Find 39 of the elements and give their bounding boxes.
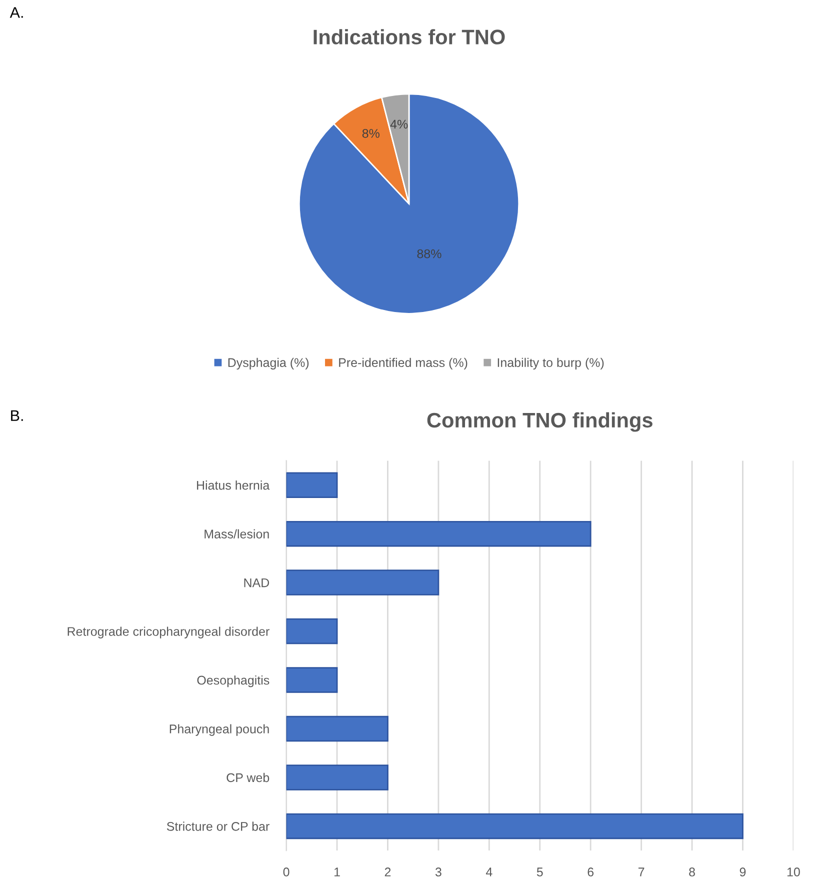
y-tick-label: Mass/lesion <box>204 529 269 538</box>
x-tick-label: 10 <box>787 868 800 876</box>
y-tick-label: CP web <box>226 772 270 782</box>
x-tick-label: 0 <box>283 868 290 876</box>
x-tick-label: 2 <box>384 868 391 876</box>
bar <box>286 716 388 742</box>
x-tick-label: 8 <box>689 868 695 876</box>
y-tick-label: Oesophagitis <box>197 675 270 688</box>
y-tick-label: Hiatus hernia <box>197 480 270 490</box>
pie-slice <box>333 96 410 204</box>
pie-slice <box>298 93 520 314</box>
legend-label: Pre-identified mass (%) <box>339 358 468 370</box>
bar <box>286 618 338 644</box>
bar <box>286 570 440 596</box>
x-tick-label: 3 <box>435 868 442 876</box>
bar <box>286 764 388 790</box>
bar <box>286 472 338 498</box>
data-label: 88% <box>417 249 442 258</box>
text: A. <box>10 7 23 18</box>
x-tick-label: 6 <box>588 868 594 876</box>
data-label: 8% <box>362 128 380 138</box>
x-tick-label: 5 <box>536 868 543 876</box>
legend-label: Dysphagia (%) <box>228 358 309 370</box>
legend-label: Inability to burp (%) <box>498 358 604 370</box>
x-tick-label: 9 <box>740 868 746 876</box>
x-tick-label: 1 <box>334 868 340 876</box>
text: B. <box>11 410 23 421</box>
y-tick-label: NAD <box>244 578 270 588</box>
y-tick-label: Pharyngeal pouch <box>170 724 269 736</box>
chart-title: Indications for TNO <box>314 29 505 44</box>
bar <box>286 520 592 547</box>
data-label: 4% <box>390 120 408 129</box>
chart-title: Common TNO findings <box>427 412 652 432</box>
y-tick-label: Retrograde cricopharyngeal disorder <box>68 626 270 638</box>
y-tick-label: Stricture or CP bar <box>166 822 270 831</box>
x-tick-label: 4 <box>486 868 492 876</box>
bar <box>286 667 338 693</box>
x-tick-label: 7 <box>638 868 644 876</box>
bar <box>286 813 744 840</box>
